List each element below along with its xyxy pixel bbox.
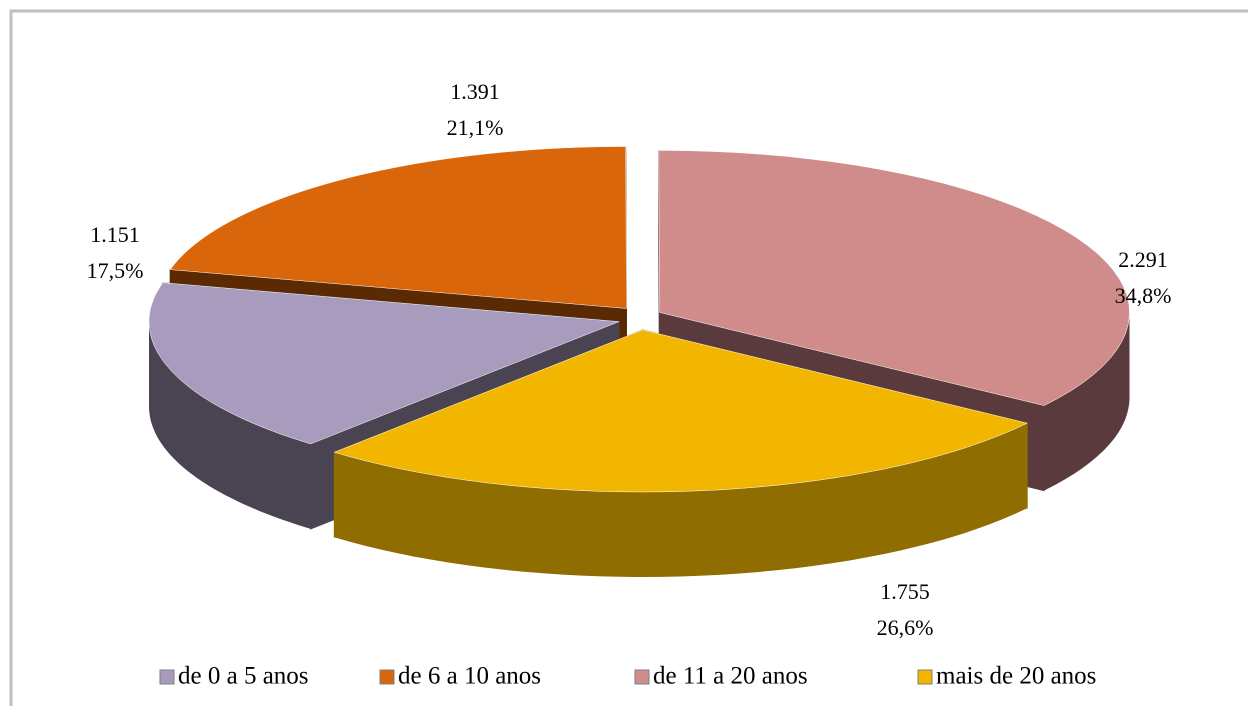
slice-tops (148, 146, 1130, 493)
percent-label: 34,8% (1115, 283, 1172, 308)
legend-label: de 0 a 5 anos (178, 663, 309, 690)
legend-swatch (379, 669, 395, 685)
percent-label: 21,1% (447, 115, 504, 140)
legend-label: mais de 20 anos (936, 663, 1096, 690)
legend-label: de 6 a 10 anos (398, 663, 541, 690)
legend-swatch (634, 669, 650, 685)
legend-label: de 11 a 20 anos (653, 663, 808, 690)
slice-wall (149, 321, 311, 529)
legend-swatch (917, 669, 933, 685)
slice (169, 146, 627, 309)
slice-wall (1044, 312, 1130, 491)
data-labels: 1.151 17,5% 1.391 21,1% 2.291 34,8% 1.755 26,6% (87, 79, 1172, 640)
slice (658, 150, 1130, 406)
value-label: 1.391 (450, 79, 500, 104)
percent-label: 26,6% (877, 615, 934, 640)
legend: de 0 a 5 anos de 6 a 10 anos de 11 a 20 an… (159, 663, 1096, 690)
percent-label: 17,5% (87, 258, 144, 283)
value-label: 2.291 (1118, 247, 1168, 272)
legend-swatch (159, 669, 175, 685)
slice-wall (334, 423, 1028, 577)
slice (333, 329, 1028, 493)
slice (148, 282, 620, 445)
value-label: 1.755 (880, 579, 930, 604)
chart-border (9, 9, 1248, 706)
value-label: 1.151 (90, 222, 140, 247)
